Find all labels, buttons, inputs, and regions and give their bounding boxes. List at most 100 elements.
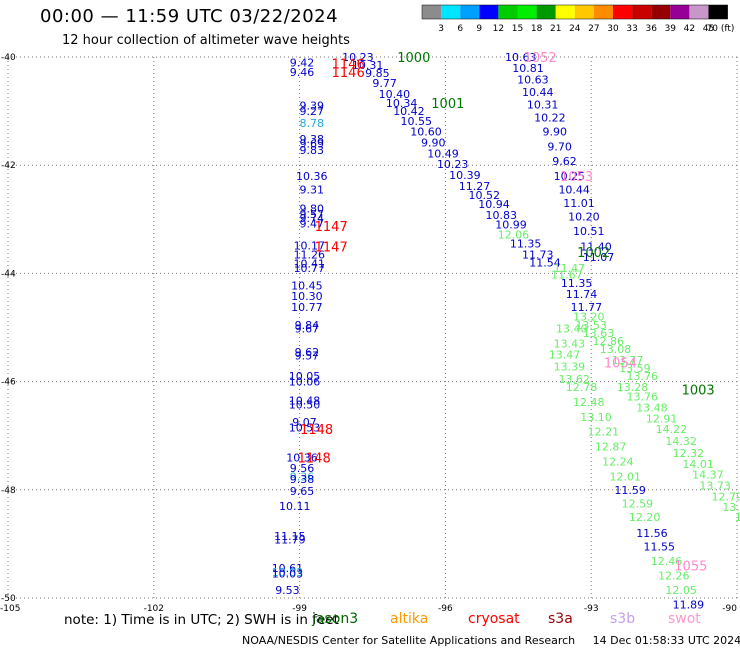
wave-height-value: 10.03 (272, 568, 304, 581)
wave-height-value: 10.55 (400, 115, 432, 128)
legend-swatch (517, 5, 537, 19)
legend-swatch (555, 5, 575, 19)
wave-height-value: 11.73 (522, 248, 554, 261)
legend-swatch (689, 5, 709, 19)
legend-swatch (593, 5, 613, 19)
wave-height-value: 12.26 (658, 569, 690, 582)
legend-swatch (498, 5, 518, 19)
wave-height-value: 9.39 (300, 100, 325, 113)
wave-height-value: 13.77 (612, 354, 644, 367)
y-tick-label: -40 (1, 53, 16, 63)
x-tick-label: -93 (584, 604, 599, 614)
wave-height-value: 13.20 (573, 311, 605, 324)
pass-id-label: 1003 (682, 384, 715, 399)
wave-height-value: 10.36 (296, 170, 328, 183)
wave-height-value: 11.01 (563, 197, 595, 210)
wave-height-value: 10.23 (342, 51, 374, 64)
wave-height-value: 10.83 (272, 566, 304, 579)
pass-id-label: 1052 (524, 51, 557, 66)
x-tick-label: -102 (144, 604, 164, 614)
wave-height-value: 9.36 (290, 470, 315, 483)
wave-height-value: 9.62 (552, 155, 577, 168)
legend-swatch (670, 5, 690, 19)
wave-height-value: 10.81 (512, 62, 544, 75)
wave-height-value: 11.89 (673, 598, 705, 611)
legend-tick-label: 36 (645, 24, 657, 34)
pass-id-label: 1000 (397, 51, 430, 66)
wave-height-value: 9.67 (295, 323, 320, 336)
wave-height-value: 11.26 (294, 248, 326, 261)
wave-height-value: 10.51 (573, 225, 605, 238)
wave-height-value: 12.78 (566, 381, 598, 394)
wave-height-value: 9.46 (290, 66, 315, 79)
wave-height-value: 13.39 (554, 360, 586, 373)
wave-height-value: 9.90 (421, 136, 446, 149)
pass-id-label: 1147 (315, 220, 348, 235)
wave-height-value: 13.53 (575, 319, 607, 332)
wave-height-value: 13.76 (626, 391, 658, 404)
wave-height-value: 11.35 (510, 238, 542, 251)
wave-height-value: 10.23 (437, 158, 469, 171)
y-tick-label: -42 (1, 161, 16, 171)
wave-height-value: 10.48 (289, 395, 321, 408)
wave-height-value: 11.47 (554, 262, 586, 275)
wave-height-value: 9.27 (300, 105, 325, 118)
wave-height-value: 14.01 (682, 458, 714, 471)
wave-height-value: 12.32 (673, 447, 705, 460)
wave-height-value: 9.07 (292, 416, 317, 429)
wave-height-value: 11.79 (274, 534, 306, 547)
legend-tick-label: 39 (665, 24, 677, 34)
wave-height-value: 10.77 (291, 301, 323, 314)
wave-height-value: 10.52 (469, 189, 501, 202)
pass-id-label: 1146 (332, 57, 365, 72)
wave-height-value: 13.08 (600, 343, 632, 356)
wave-height-value: 13.28 (617, 381, 649, 394)
wave-height-value: 12.06 (498, 228, 530, 241)
pass-id-label: 1002 (577, 246, 610, 261)
wave-height-value: 9.65 (290, 485, 315, 498)
legend-swatch (479, 5, 499, 19)
x-tick-label: -90 (722, 604, 737, 614)
wave-height-value: 10.99 (495, 219, 527, 232)
pass-id-label: 1054 (604, 357, 637, 372)
wave-height-value: 11.74 (566, 288, 598, 301)
wave-height-value: 11.07 (583, 251, 615, 264)
legend-swatch (708, 5, 728, 19)
wave-height-value: 14.37 (692, 469, 724, 482)
legend-tick-label: 9 (476, 24, 482, 34)
wave-height-value: 10.05 (289, 370, 321, 383)
wave-height-value: 13.62 (558, 373, 590, 386)
wave-height-value: 10.25 (554, 170, 586, 183)
legend-tick-label: 27 (588, 24, 599, 34)
legend-tick-label: 30 (607, 24, 619, 34)
pass-id-label: 1146 (332, 66, 365, 81)
wave-height-value: 10.94 (478, 198, 510, 211)
wave-height-value: 9.77 (372, 77, 397, 90)
legend-tick-label: 33 (626, 24, 637, 34)
credit-line: NOAA/NESDIS Center for Satellite Applica… (242, 634, 740, 647)
wave-height-value: 10.30 (291, 290, 323, 303)
wave-height-value: 13.2 (722, 501, 740, 514)
wave-height-value: 12.46 (651, 555, 683, 568)
wave-height-value: 10.41 (294, 258, 326, 271)
wave-height-value: 10.31 (527, 99, 559, 112)
wave-height-value: 10.83 (486, 209, 518, 222)
wave-height-value: 13 (735, 511, 740, 524)
legend-swatch (441, 5, 461, 19)
timestamp: 14 Dec 01:58:33 UTC 2024 (592, 634, 740, 647)
wave-height-value: 10.49 (427, 147, 459, 160)
wave-height-value: 11.54 (529, 257, 561, 270)
wave-height-value: 10.42 (393, 105, 425, 118)
wave-height-value: 10.40 (379, 88, 411, 101)
wave-height-value: 10.06 (289, 376, 321, 389)
wave-height-value: 9.84 (295, 319, 320, 332)
credit-text: NOAA/NESDIS Center for Satellite Applica… (242, 634, 576, 647)
legend-swatch (536, 5, 556, 19)
wave-height-value: 9.38 (300, 133, 325, 146)
wave-height-value: 13.10 (580, 411, 612, 424)
legend-tick-label: 24 (569, 24, 581, 34)
wave-height-value: 13.73 (699, 479, 731, 492)
wave-height-value: 12.20 (629, 511, 661, 524)
wave-height-value: 12.48 (573, 396, 605, 409)
